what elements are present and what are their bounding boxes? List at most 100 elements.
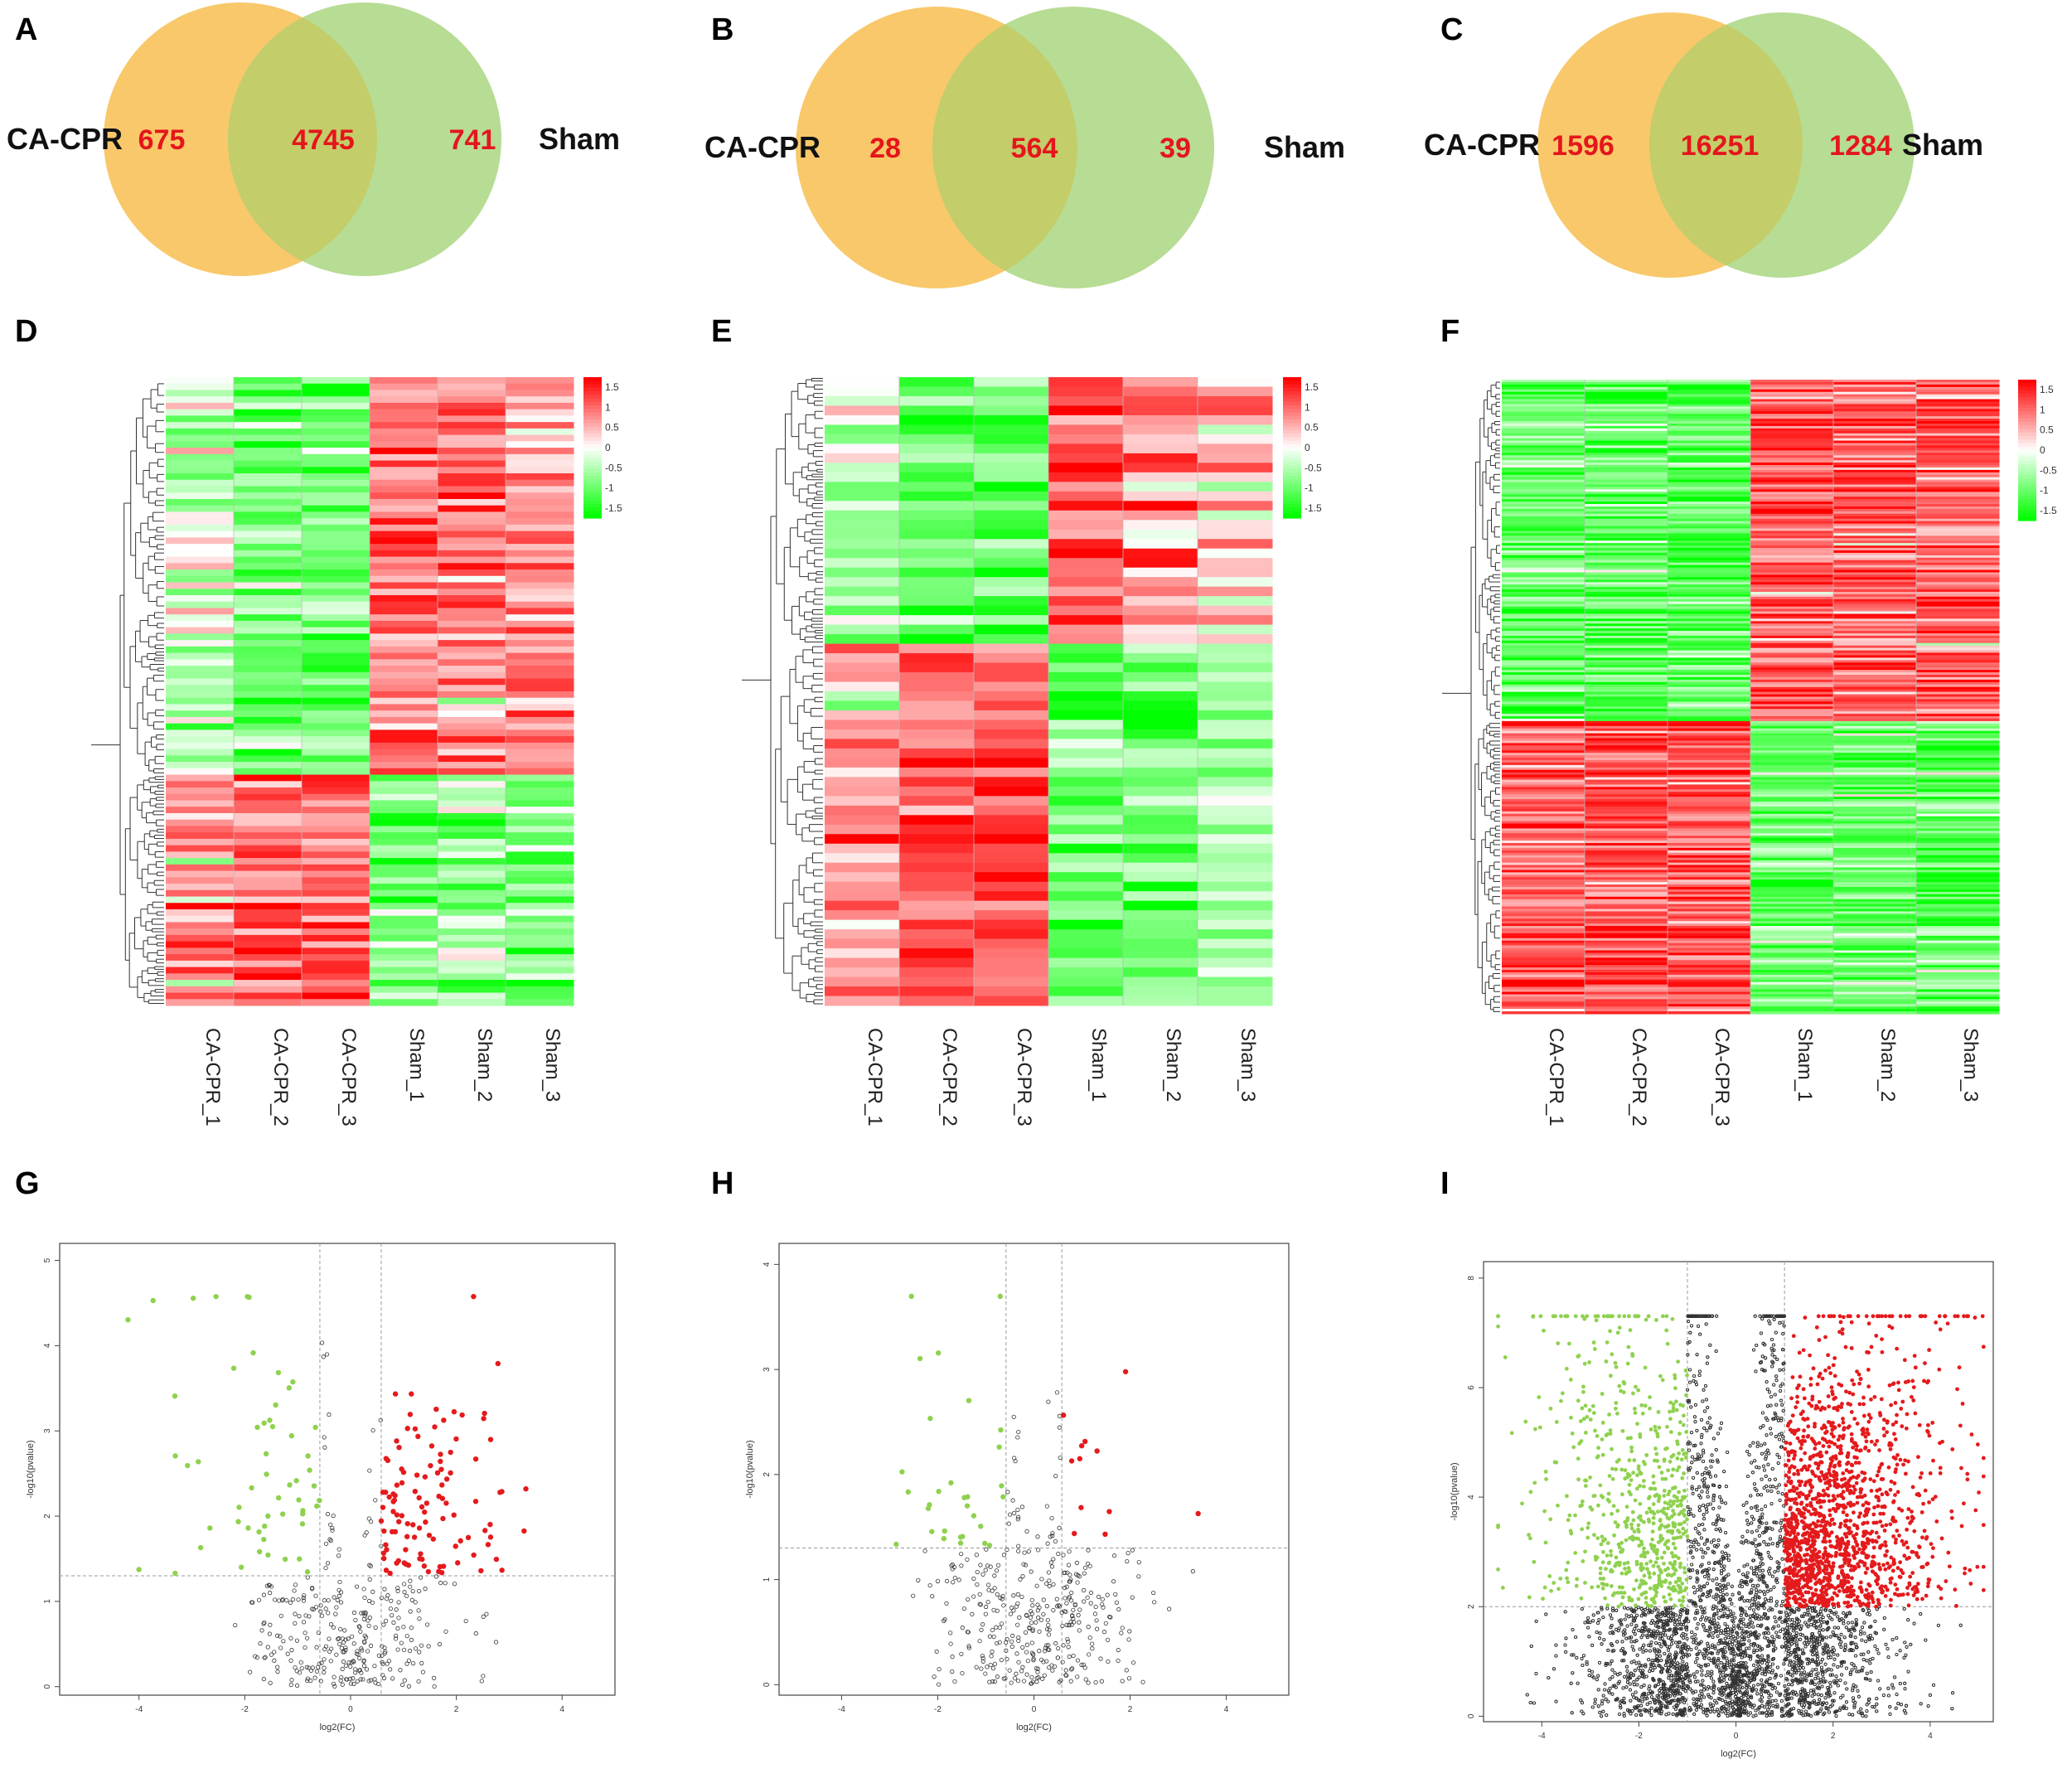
heatmap-cell [1916, 445, 2000, 448]
heatmap-cell [825, 805, 900, 816]
heatmap-cell [370, 531, 438, 538]
heatmap-cell [1833, 733, 1917, 737]
volcano-point-ns [1023, 1563, 1029, 1568]
volcano-point-down [304, 1569, 311, 1575]
colorbar-segment [583, 405, 602, 409]
volcano-point-ns [293, 1665, 298, 1670]
volcano-point-ns [1045, 1617, 1050, 1623]
heatmap-cell [1668, 603, 1751, 608]
heatmap-cell [825, 938, 900, 949]
heatmap-cell [438, 716, 506, 724]
heatmap-cell [1502, 662, 1585, 666]
volcano-point-down [307, 1467, 312, 1473]
heatmap-cell [1833, 550, 1917, 554]
volcano-point-ns [1072, 1602, 1077, 1608]
heatmap-cell [1916, 433, 2000, 437]
volcano-point-up [1122, 1369, 1129, 1374]
venn-set-label-right: Sham [539, 122, 620, 156]
heatmap-cell [1502, 613, 1585, 617]
heatmap-cell [506, 511, 574, 519]
heatmap-cell [1916, 981, 2000, 986]
volcano-point-ns [1057, 1425, 1062, 1430]
heatmap-cell [1833, 740, 1917, 744]
heatmap-cell [506, 479, 574, 487]
heatmap-cell [1668, 806, 1751, 810]
heatmap-cell [1916, 738, 2000, 741]
volcano-point-ns [1009, 1639, 1014, 1644]
heatmap-cell [438, 749, 506, 756]
volcano-point-ns [986, 1582, 991, 1587]
heatmap-cell [1585, 650, 1668, 654]
volcano-point-down [982, 1540, 988, 1547]
volcano-point-ns [1011, 1608, 1016, 1613]
heatmap-cell [1750, 518, 1834, 522]
heatmap-cell [825, 577, 900, 588]
heatmap-cell [1750, 836, 1834, 839]
heatmap-cell [1750, 847, 1834, 851]
volcano-point-ns [481, 1674, 486, 1679]
volcano-point-ns [275, 1669, 280, 1674]
volcano-point-ns [323, 1565, 328, 1571]
volcano-point-ns [1045, 1541, 1050, 1546]
heatmap-cell [1668, 967, 1751, 971]
volcano-point-down [246, 1294, 252, 1301]
heatmap-cell [1585, 594, 1668, 598]
heatmap-cell [438, 614, 506, 622]
heatmap-cell [1750, 967, 1834, 971]
heatmap-cell [1048, 986, 1124, 997]
heatmap-cell [438, 858, 506, 865]
heatmap-cell [1585, 743, 1668, 746]
heatmap-cell [899, 395, 975, 406]
volcano-point-ns [1016, 1429, 1021, 1435]
volcano-point-ns [1124, 1668, 1129, 1673]
heatmap-cell [1833, 601, 1917, 605]
volcano-point-ns [288, 1600, 293, 1606]
volcano-point-ns [1011, 1414, 1016, 1419]
heatmap-cell [438, 755, 506, 763]
heatmap-cell [1750, 838, 1834, 841]
heatmap-cell [1585, 930, 1668, 934]
heatmap-cell [302, 877, 370, 884]
heatmap-cell [899, 853, 975, 864]
heatmap-cell [1833, 714, 1917, 717]
heatmap-cell [1750, 826, 1834, 829]
volcano-point-ns [376, 1653, 381, 1658]
heatmap-cell [974, 453, 1049, 463]
heatmap-cell [1668, 833, 1751, 836]
heatmap-cell [1833, 594, 1917, 598]
heatmap-cell [1668, 552, 1751, 556]
venn-set-label-left: CA-CPR [704, 130, 821, 164]
volcano-point-ns [1048, 1560, 1053, 1565]
heatmap-cell [1585, 826, 1668, 829]
heatmap-cell [302, 864, 370, 872]
heatmap-cell [506, 960, 574, 968]
heatmap-cell [234, 582, 303, 589]
colorbar-segment [1283, 482, 1301, 487]
heatmap-cell [1833, 389, 1917, 393]
heatmap-cell [438, 736, 506, 744]
volcano-point-ns [424, 1622, 430, 1627]
volcano-point-up [415, 1433, 421, 1440]
heatmap-cell [1833, 823, 1917, 826]
heatmap-cell [506, 781, 574, 788]
colorbar-segment [1283, 429, 1301, 434]
volcano-point-ns [992, 1661, 998, 1666]
heatmap-cell [1750, 720, 1834, 724]
heatmap-cell [1585, 647, 1668, 652]
volcano-point-ns [368, 1643, 374, 1648]
volcano-point-down [190, 1295, 196, 1301]
heatmap-cell [1750, 616, 1834, 619]
heatmap-cell [1502, 979, 1585, 983]
heatmap-cells [1502, 380, 2000, 1015]
heatmap-cell [370, 793, 438, 801]
heatmap-cell [1833, 808, 1917, 812]
heatmap-cell [1750, 631, 1834, 634]
heatmap-cell [302, 915, 370, 923]
heatmap-cell [1750, 942, 1834, 947]
volcano-point-ns [1038, 1657, 1044, 1662]
heatmap-cell [1585, 469, 1668, 473]
heatmap-cell [1750, 772, 1834, 776]
volcano-point-ns [351, 1610, 357, 1616]
volcano-point-ns [358, 1629, 363, 1634]
volcano-point-ns [1069, 1622, 1074, 1627]
